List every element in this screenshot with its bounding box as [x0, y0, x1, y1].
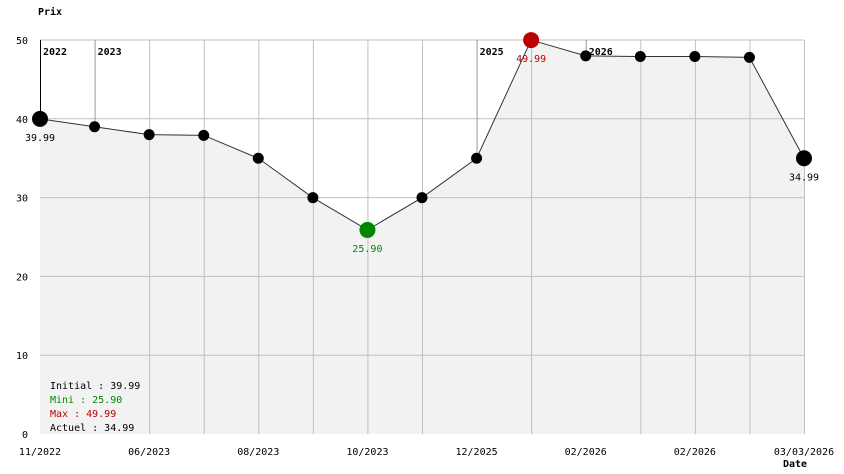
y-axis-title: Prix	[38, 6, 62, 18]
summary-initial: Initial : 39.99	[50, 381, 140, 392]
x-axis-title: Date	[783, 459, 807, 470]
year-label: 2026	[589, 47, 613, 58]
data-point	[689, 51, 701, 63]
data-point	[743, 51, 755, 63]
year-label: 2023	[98, 47, 122, 58]
point-label-min: 25.90	[352, 244, 382, 255]
data-point	[198, 129, 210, 141]
data-point	[580, 50, 592, 62]
summary-current: Actuel : 34.99	[50, 423, 134, 434]
x-tick-label: 06/2023	[128, 447, 170, 458]
data-point	[416, 192, 428, 204]
x-tick-label: 02/2026	[565, 447, 607, 458]
data-point	[634, 51, 646, 63]
x-tick-label: 12/2025	[455, 447, 497, 458]
data-point	[471, 152, 483, 164]
y-tick-label: 20	[16, 272, 28, 283]
x-tick-label: 08/2023	[237, 447, 279, 458]
y-tick-label: 30	[16, 194, 28, 205]
point-label-current: 34.99	[789, 172, 819, 183]
point-label-max: 49.99	[516, 54, 546, 65]
y-tick-label: 0	[22, 430, 28, 441]
data-point-min	[359, 221, 376, 238]
summary-max: Max : 49.99	[50, 409, 116, 420]
data-point-current	[796, 150, 812, 167]
data-point	[143, 129, 155, 141]
year-label: 2025	[480, 47, 504, 58]
x-tick-label: 10/2023	[346, 447, 388, 458]
point-label-initial: 39.99	[25, 133, 55, 144]
data-point	[307, 192, 319, 204]
summary-min: Mini : 25.90	[50, 395, 122, 406]
y-tick-label: 50	[16, 36, 28, 47]
y-tick-label: 10	[16, 351, 28, 362]
y-tick-label: 40	[16, 115, 28, 126]
year-label: 2022	[43, 47, 67, 58]
x-tick-label: 03/03/2026	[774, 447, 834, 458]
data-point-max	[523, 32, 540, 49]
data-point	[89, 121, 101, 133]
x-tick-label: 02/2026	[674, 447, 716, 458]
x-tick-label: 11/2022	[19, 447, 61, 458]
data-point-initial	[32, 110, 48, 127]
data-point	[252, 152, 264, 164]
